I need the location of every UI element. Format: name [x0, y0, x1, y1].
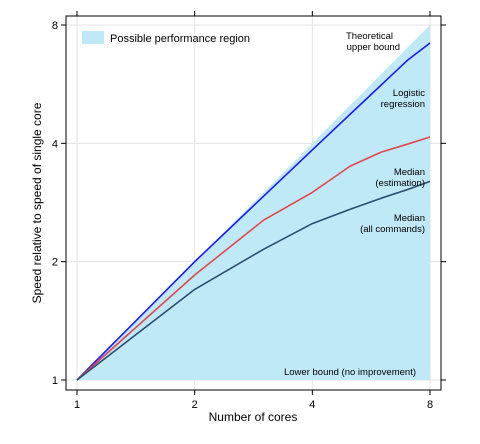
series-lines — [76, 42, 431, 381]
y-tick-label: 8 — [52, 20, 58, 32]
legend: Possible performance region — [82, 31, 250, 45]
axes — [61, 11, 446, 395]
legend-swatch — [82, 31, 104, 44]
series-logistic-regression-line — [76, 42, 431, 381]
annotation-upper-bound-line1: Theoretical — [346, 31, 393, 42]
annotation-median-est-line2: (estimation) — [375, 178, 425, 189]
y-tick-label: 2 — [52, 257, 58, 269]
annotation-upper-bound-line2: upper bound — [347, 42, 400, 53]
x-axis-title: Number of cores — [209, 410, 298, 424]
x-tick-label: 2 — [192, 399, 198, 411]
legend-label: Possible performance region — [110, 33, 250, 45]
x-tick-label: 8 — [427, 399, 433, 411]
y-tick-label: 4 — [52, 138, 58, 150]
x-tick-label: 1 — [74, 399, 80, 411]
y-tick-label: 1 — [52, 375, 58, 387]
x-tick-label: 4 — [309, 399, 315, 411]
annotation-median-all-line2: (all commands) — [360, 224, 425, 235]
annotation-logistic-line1: Logistic — [393, 88, 425, 99]
y-axis-title: Speed relative to speed of single core — [30, 102, 44, 303]
plot-frame — [65, 15, 442, 391]
series-median-all-commands-line — [76, 180, 431, 381]
series-median-estimation-line — [76, 136, 431, 381]
annotations: Theoretical upper bound Logistic regress… — [284, 31, 425, 378]
annotation-median-est-line1: Median — [394, 167, 425, 178]
annotation-median-all-line1: Median — [394, 213, 425, 224]
annotation-lower-bound: Lower bound (no improvement) — [284, 367, 416, 378]
annotation-logistic-line2: regression — [381, 99, 425, 110]
